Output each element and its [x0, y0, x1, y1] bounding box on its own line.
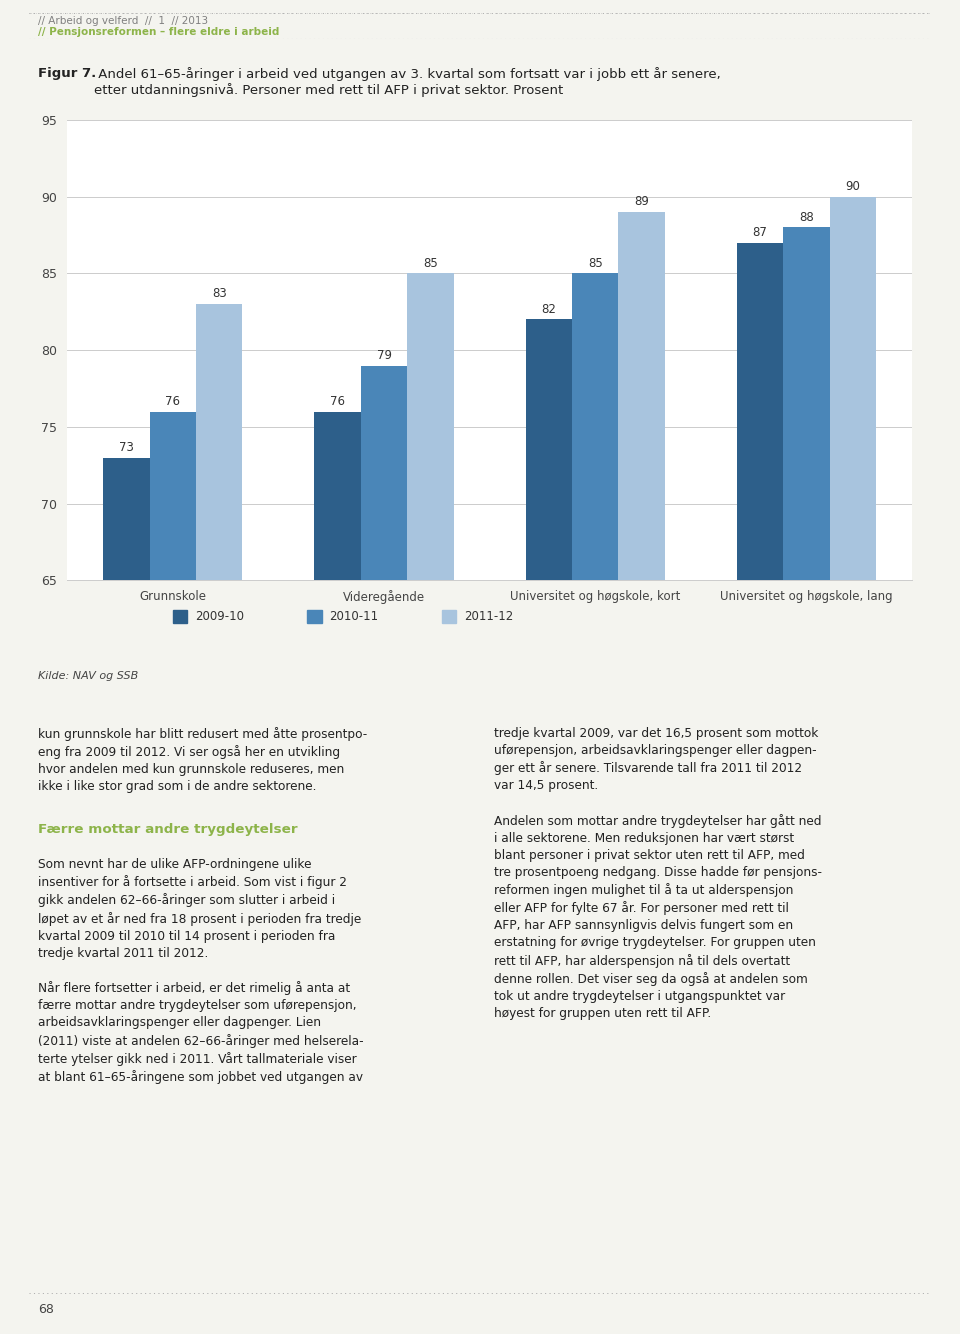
Text: 82: 82: [541, 303, 556, 316]
Text: 85: 85: [588, 256, 603, 269]
Bar: [618, 212, 665, 1334]
Text: Kilde: NAV og SSB: Kilde: NAV og SSB: [38, 671, 138, 680]
Text: tredje kvartal 2009, var det 16,5 prosent som mottok
uførepensjon, arbeidsavklar: tredje kvartal 2009, var det 16,5 prosen…: [494, 727, 823, 1021]
Text: Figur 7.: Figur 7.: [38, 67, 97, 80]
Bar: [103, 458, 150, 1334]
Text: Færre mottar andre trygdeytelser: Færre mottar andre trygdeytelser: [38, 823, 298, 836]
Text: 90: 90: [846, 180, 860, 193]
Text: // Pensjonsreformen – flere eldre i arbeid: // Pensjonsreformen – flere eldre i arbe…: [38, 27, 279, 36]
Bar: [407, 273, 454, 1334]
Text: // Arbeid og velferd  //  1  // 2013: // Arbeid og velferd // 1 // 2013: [38, 16, 208, 25]
Bar: [829, 197, 876, 1334]
Text: 73: 73: [119, 440, 133, 454]
Bar: [783, 228, 829, 1334]
Text: 76: 76: [330, 395, 345, 408]
Text: Andel 61–65-åringer i arbeid ved utgangen av 3. kvartal som fortsatt var i jobb : Andel 61–65-åringer i arbeid ved utgange…: [94, 67, 721, 97]
Bar: [572, 273, 618, 1334]
Text: kun grunnskole har blitt redusert med åtte prosentpo-
eng fra 2009 til 2012. Vi : kun grunnskole har blitt redusert med åt…: [38, 727, 368, 794]
Bar: [736, 243, 783, 1334]
Text: 79: 79: [376, 348, 392, 362]
Text: Som nevnt har de ulike AFP-ordningene ulike
insentiver for å fortsette i arbeid.: Som nevnt har de ulike AFP-ordningene ul…: [38, 858, 364, 1085]
Text: 85: 85: [423, 256, 438, 269]
Bar: [314, 412, 361, 1334]
Bar: [196, 304, 243, 1334]
Text: 88: 88: [799, 211, 814, 224]
Bar: [525, 320, 572, 1334]
Text: 2010-11: 2010-11: [329, 610, 378, 623]
Text: 83: 83: [212, 287, 227, 300]
Text: 2009-10: 2009-10: [195, 610, 244, 623]
Bar: [361, 366, 407, 1334]
Text: 87: 87: [753, 225, 767, 239]
Text: 89: 89: [635, 195, 649, 208]
Text: 2011-12: 2011-12: [464, 610, 513, 623]
Text: 76: 76: [165, 395, 180, 408]
Bar: [150, 412, 196, 1334]
Text: 68: 68: [38, 1303, 55, 1317]
